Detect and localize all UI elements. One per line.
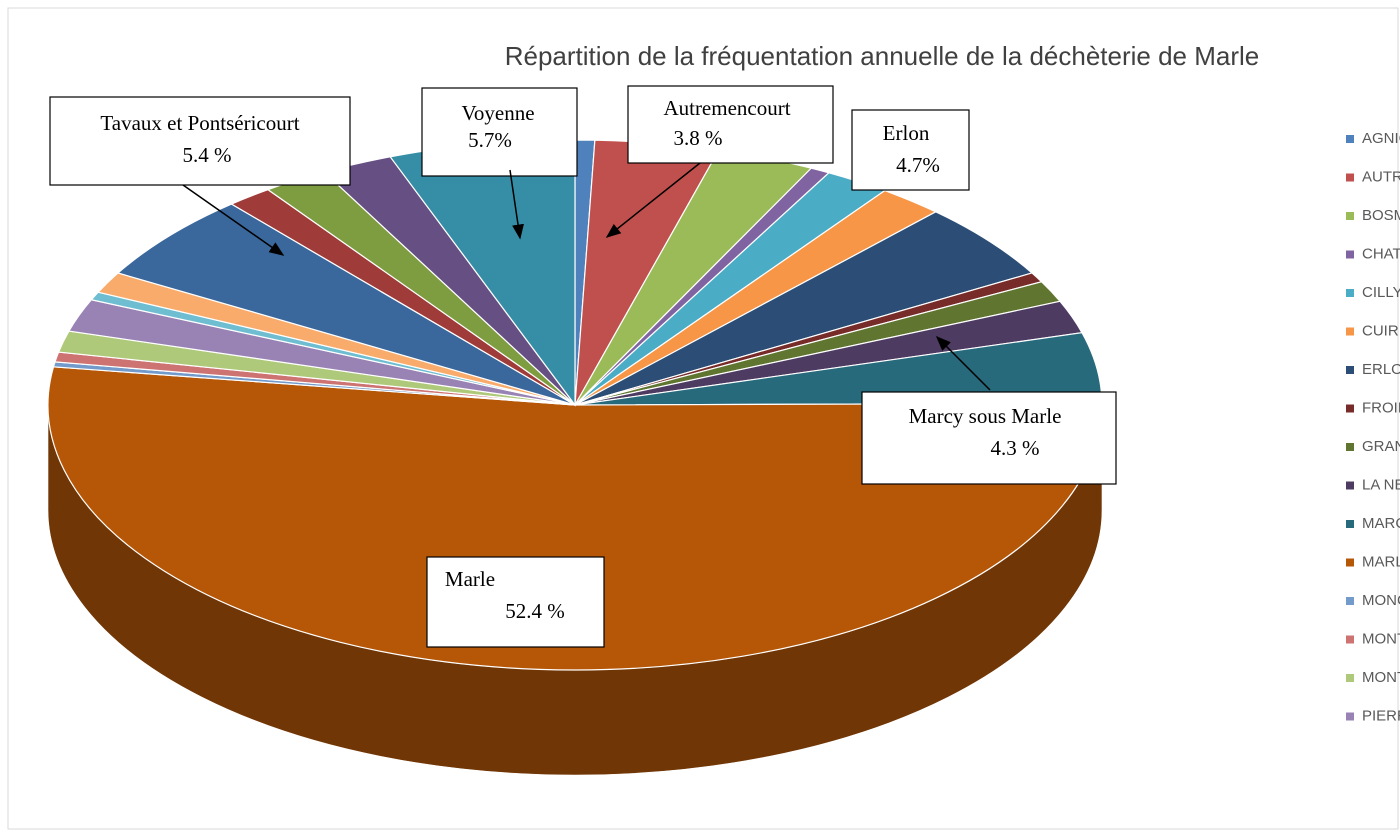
annotation-name: Marcy sous Marle — [909, 404, 1062, 428]
legend-label: GRANDLUP ET FAY — [1362, 438, 1400, 455]
legend-swatch — [1346, 597, 1354, 605]
legend-swatch — [1346, 558, 1354, 567]
legend-label: CUIRIEUX — [1362, 322, 1400, 339]
annotation-name: Voyenne — [461, 101, 534, 125]
annotation-arrow — [605, 162, 701, 238]
legend-swatch — [1346, 327, 1354, 336]
legend-swatch — [1346, 366, 1354, 374]
legend-swatch — [1346, 212, 1354, 220]
legend-label: FROIDMONT COHART — [1362, 399, 1400, 416]
legend-swatch — [1346, 635, 1354, 644]
legend-swatch — [1346, 712, 1354, 721]
legend-label: MARCY SOUS MARLE — [1362, 515, 1400, 532]
annotation-value: 3.8 % — [674, 126, 723, 150]
annotation-box — [627, 85, 834, 164]
annotation-name: Autremencourt — [663, 96, 790, 120]
legend-label: BOSMONT SUR SERRE — [1362, 207, 1400, 224]
annotation-value: 5.4 % — [183, 143, 232, 167]
legend-label: AGNICOURT ET SECH — [1362, 130, 1400, 147]
legend-swatch — [1346, 173, 1354, 182]
legend-swatch — [1346, 443, 1354, 451]
annotation-name: Marle — [445, 567, 495, 591]
annotation-arrow — [935, 335, 991, 391]
legend-swatch — [1346, 404, 1354, 413]
annotation-name: Tavaux et Pontséricourt — [100, 111, 299, 135]
legend-label: MARLE — [1362, 553, 1400, 570]
legend-label: MONTIGNY S/ MARLE — [1362, 669, 1400, 686]
legend-label: MONCEAU LE WAAST — [1362, 592, 1400, 609]
annotation-box — [861, 391, 1117, 485]
annotation-value: 4.3 % — [991, 436, 1040, 460]
annotation-box — [851, 109, 970, 191]
legend-label: AUTREMENCOURT — [1362, 168, 1400, 185]
annotation-arrow — [509, 169, 524, 240]
annotation-value: 4.7% — [896, 153, 940, 177]
legend-swatch — [1346, 481, 1354, 490]
annotation-name: Erlon — [883, 121, 930, 145]
legend-swatch — [1346, 250, 1354, 259]
chart-title: Répartition de la fréquentation annuelle… — [505, 41, 1260, 71]
legend-swatch — [1346, 520, 1354, 528]
legend-label: ERLON — [1362, 361, 1400, 378]
legend-swatch — [1346, 674, 1354, 682]
slice — [574, 211, 1034, 406]
annotation-box — [421, 87, 578, 177]
legend-label: CHATILLON LES SONS — [1362, 245, 1400, 262]
legend-label: CILLY — [1362, 284, 1400, 301]
legend-swatch — [1346, 289, 1354, 297]
annotation-value: 52.4 % — [505, 599, 565, 623]
slice — [47, 366, 1103, 671]
legend-label: PIERREPONT — [1362, 707, 1400, 724]
legend-label: MONTIGNY LE FRANC — [1362, 630, 1400, 647]
annotation-box — [49, 96, 351, 186]
annotation-arrow — [182, 184, 285, 256]
annotation-box — [426, 556, 605, 648]
legend-swatch — [1346, 135, 1354, 143]
legend-label: LA NEUVILLE BOSMON — [1362, 476, 1400, 493]
annotation-value: 5.7% — [468, 128, 512, 152]
slice — [116, 203, 576, 406]
